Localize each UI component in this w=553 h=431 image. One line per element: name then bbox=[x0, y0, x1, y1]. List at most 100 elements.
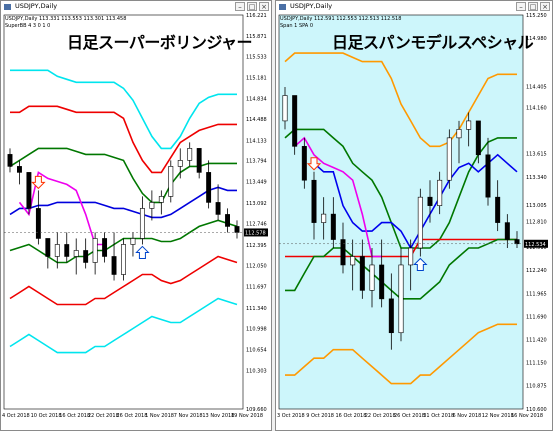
candlestick bbox=[35, 190, 41, 245]
candlestick bbox=[187, 142, 193, 167]
candlestick bbox=[215, 184, 221, 221]
y-tick-label: 110.654 bbox=[246, 347, 267, 353]
y-tick-label: 111.690 bbox=[526, 315, 547, 321]
indicator-line-6 bbox=[294, 136, 382, 258]
x-tick-label: 3 Oct 2018 bbox=[277, 413, 305, 419]
x-tick-label: 26 Oct 2018 bbox=[394, 413, 425, 419]
indicator-line-6 bbox=[9, 297, 238, 354]
candlestick bbox=[130, 232, 136, 257]
candlestick bbox=[225, 208, 230, 233]
candlestick bbox=[495, 180, 501, 232]
candlestick bbox=[177, 148, 183, 179]
price-tag: 112.534 bbox=[525, 242, 546, 248]
candlestick bbox=[292, 95, 298, 155]
sell-signal-arrow bbox=[306, 157, 322, 171]
candlestick bbox=[45, 238, 51, 269]
candlestick bbox=[321, 197, 327, 240]
window-titlebar[interactable]: USDJPY,Daily – □ × bbox=[1, 1, 271, 14]
candlestick bbox=[282, 87, 288, 130]
y-tick-label: 112.395 bbox=[246, 243, 267, 249]
x-tick-label: 9 Oct 2018 bbox=[306, 413, 334, 419]
window-title: USDJPY,Daily bbox=[15, 2, 58, 10]
candlestick bbox=[311, 171, 317, 240]
maximize-button[interactable]: □ bbox=[247, 2, 257, 11]
y-tick-label: 112.510 bbox=[526, 245, 547, 251]
x-tick-label: 22 Oct 2018 bbox=[365, 413, 396, 419]
window-controls: – □ × bbox=[516, 2, 550, 11]
minimize-button[interactable]: – bbox=[516, 2, 526, 11]
x-tick-label: 4 Oct 2018 bbox=[2, 413, 30, 419]
y-tick-label: 115.533 bbox=[246, 54, 267, 60]
indicator-line-7 bbox=[18, 171, 105, 246]
y-tick-label: 114.980 bbox=[526, 36, 547, 42]
candlestick bbox=[466, 112, 472, 147]
candlestick bbox=[359, 239, 365, 299]
candlestick bbox=[379, 239, 385, 308]
candlestick bbox=[408, 239, 414, 291]
candlestick bbox=[417, 188, 423, 257]
candlestick bbox=[350, 239, 356, 291]
chart-superbb[interactable]: 116.221 115.871 115.533 115.181 114.834 114.4… bbox=[1, 1, 272, 431]
plot-area bbox=[279, 15, 523, 409]
window-titlebar[interactable]: USDJPY,Daily – □ × bbox=[276, 1, 552, 14]
candlestick bbox=[206, 160, 212, 209]
y-tick-label: 114.133 bbox=[246, 138, 267, 144]
minimize-button[interactable]: – bbox=[235, 2, 245, 11]
y-tick-label: 111.340 bbox=[246, 306, 267, 312]
x-tick-label: 16 Nov 2018 bbox=[511, 413, 543, 419]
x-tick-label: 7 Nov 2018 bbox=[174, 413, 203, 419]
price-tag: 112.578 bbox=[245, 230, 266, 236]
indicator-line-5 bbox=[9, 255, 238, 306]
x-tick-label: 16 Oct 2018 bbox=[336, 413, 367, 419]
candlestick bbox=[139, 196, 145, 245]
buy-signal-arrow bbox=[413, 257, 428, 271]
chart-window-superbb[interactable]: USDJPY,Daily – □ × 116.221 115.871 115.533… bbox=[0, 0, 272, 431]
candlestick bbox=[92, 232, 98, 275]
x-tick-label: 6 Nov 2018 bbox=[453, 413, 482, 419]
candlestick bbox=[111, 232, 117, 281]
maximize-button[interactable]: □ bbox=[528, 2, 538, 11]
y-tick-label: 110.998 bbox=[246, 327, 267, 333]
candlestick bbox=[73, 238, 79, 275]
candlestick bbox=[330, 197, 336, 249]
y-tick-label: 110.875 bbox=[526, 384, 547, 390]
candlestick bbox=[504, 214, 510, 249]
y-tick-label: 113.092 bbox=[246, 201, 267, 207]
candlestick bbox=[388, 273, 394, 350]
candlestick bbox=[54, 232, 60, 269]
candlestick bbox=[340, 222, 346, 274]
y-tick-label: 111.420 bbox=[526, 338, 547, 344]
candlestick bbox=[7, 148, 13, 173]
x-tick-label: 26 Oct 2018 bbox=[117, 413, 148, 419]
candlestick bbox=[64, 232, 70, 263]
chart-span-model[interactable]: 115.250 114.980 114.405 114.160 113.615 113.3… bbox=[276, 1, 553, 431]
candlestick bbox=[196, 148, 202, 179]
x-tick-label: 31 Oct 2018 bbox=[423, 413, 454, 419]
indicator-line-3 bbox=[9, 186, 237, 219]
y-tick-label: 113.340 bbox=[526, 175, 547, 181]
y-tick-label: 114.160 bbox=[526, 105, 547, 111]
indicator-info: Span 1 SPA 0 bbox=[280, 23, 314, 29]
candlestick bbox=[446, 129, 452, 189]
chart-window-icon bbox=[4, 4, 11, 10]
close-button[interactable]: × bbox=[259, 2, 269, 11]
plot-border bbox=[3, 14, 244, 410]
buy-signal-arrow bbox=[135, 245, 150, 259]
overlay-title: 日足スパンモデルスペシャル bbox=[332, 33, 534, 52]
chart-window-span-model[interactable]: USDJPY,Daily – □ × 115.250 114.980 114.405… bbox=[275, 0, 553, 431]
y-tick-label: 114.834 bbox=[246, 96, 267, 102]
y-tick-label: 112.240 bbox=[526, 268, 547, 274]
indicator-line-0 bbox=[10, 69, 237, 150]
close-button[interactable]: × bbox=[540, 2, 550, 11]
sell-signal-arrow bbox=[31, 175, 46, 190]
y-tick-label: 116.221 bbox=[246, 13, 267, 19]
x-tick-label: 19 Nov 2018 bbox=[231, 413, 263, 419]
y-tick-label: 113.615 bbox=[526, 152, 547, 158]
y-tick-label: 112.746 bbox=[246, 222, 267, 228]
y-tick-label: 115.181 bbox=[246, 75, 267, 81]
candlestick bbox=[301, 137, 307, 189]
candlestick bbox=[168, 160, 174, 203]
x-tick-label: 10 Oct 2018 bbox=[31, 413, 62, 419]
y-tick-label: 111.150 bbox=[526, 360, 547, 366]
